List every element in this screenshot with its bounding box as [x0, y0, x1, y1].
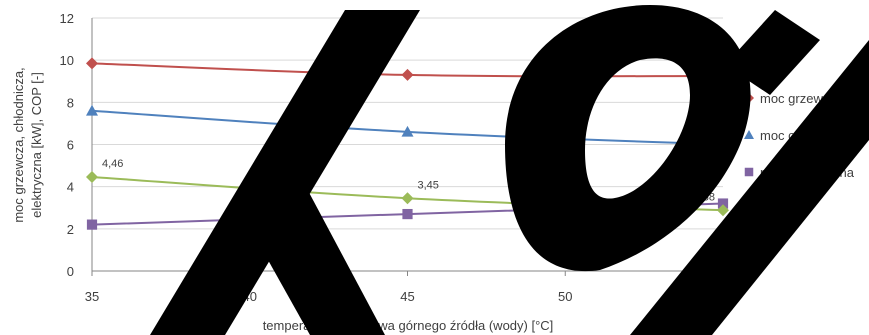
x-tick-label: 45	[400, 289, 414, 304]
legend-marker	[744, 130, 754, 139]
x-tick-label: 35	[85, 289, 99, 304]
y-tick-labels: 0 2 4 6 8 10 12	[60, 11, 74, 279]
y-tick-label: 12	[60, 11, 74, 26]
data-point	[402, 208, 413, 220]
y-tick-label: 0	[67, 264, 74, 279]
data-point	[86, 104, 98, 116]
data-label: 4,46	[102, 158, 123, 170]
data-point	[86, 219, 98, 230]
data-point	[717, 198, 729, 209]
y-tick-label: 6	[67, 138, 74, 153]
watermark-logo	[150, 5, 869, 335]
legend-marker	[744, 167, 754, 177]
data-label: 3,45	[418, 179, 439, 191]
y-axis-title-line-1: moc grzewcza, chłodnicza,	[11, 67, 26, 222]
data-point	[401, 68, 414, 81]
y-tick-label: 8	[67, 95, 74, 110]
y-tick-label: 10	[60, 53, 74, 68]
y-tick-label: 2	[67, 222, 74, 237]
data-point	[717, 204, 729, 217]
data-point	[86, 170, 98, 183]
y-tick-label: 4	[67, 180, 74, 195]
data-point	[401, 125, 414, 137]
data-point	[401, 192, 414, 205]
data-point	[86, 57, 98, 70]
y-axis-title-line-2: elektryczna [kW], COP [-]	[29, 72, 44, 218]
x-tick-label: 50	[558, 289, 572, 304]
